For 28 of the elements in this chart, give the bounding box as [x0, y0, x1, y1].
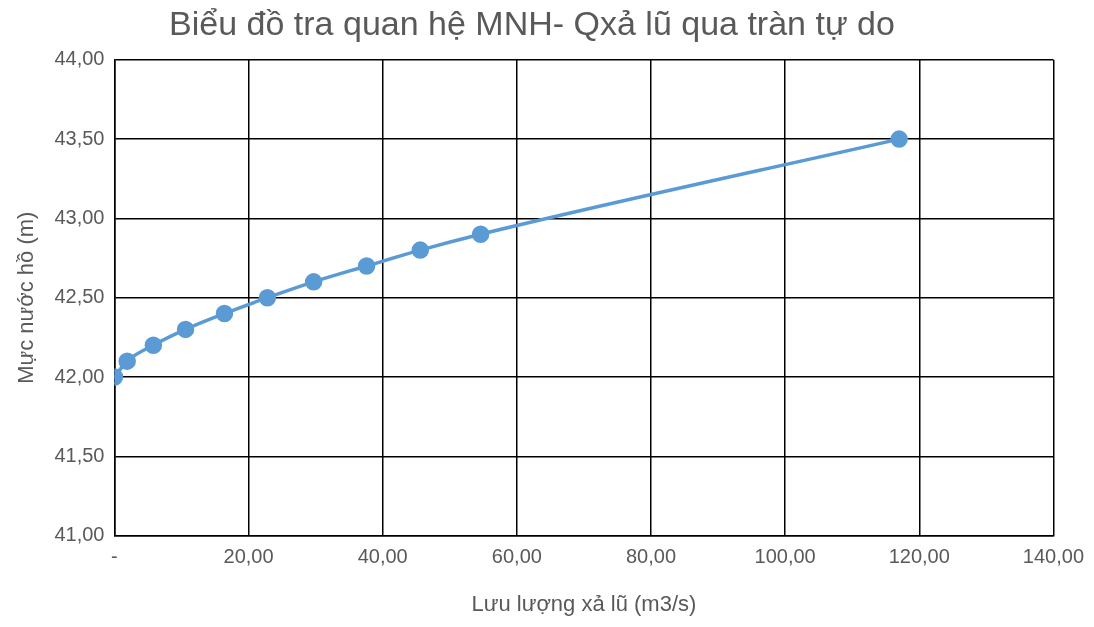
y-tick-label: 44,00 — [54, 47, 105, 70]
x-tick-label: 20,00 — [223, 545, 274, 568]
x-tick-label: 80,00 — [625, 545, 677, 568]
y-tick-label: 42,50 — [54, 285, 105, 308]
y-axis-title: Mực nước hồ (m) — [13, 211, 39, 384]
x-tick-label: 40,00 — [357, 545, 408, 568]
point — [411, 241, 430, 259]
y-tick-label: 41,50 — [54, 443, 105, 466]
point — [144, 336, 163, 355]
point — [118, 352, 136, 370]
x-tick-label: - — [111, 545, 118, 568]
x-tick-label: 60,00 — [491, 545, 542, 568]
point — [471, 225, 490, 244]
y-tick-label: 43,00 — [54, 205, 105, 228]
x-tick-label: 140,00 — [1022, 545, 1084, 568]
point — [176, 320, 195, 339]
y-tick-label: 41,00 — [54, 523, 105, 546]
x-tick-label: 120,00 — [888, 545, 950, 568]
point — [304, 273, 323, 291]
y-tick-label: 43,50 — [54, 126, 105, 149]
point — [215, 304, 234, 323]
chart-title: Biểu đồ tra quan hệ MNH- Qxả lũ qua tràn tự do — [169, 3, 895, 42]
point — [890, 130, 908, 148]
x-tick-label: 100,00 — [754, 545, 816, 568]
point — [357, 257, 376, 275]
point — [258, 288, 277, 307]
x-axis-title: Lưu lượng xả lũ (m3/s) — [471, 590, 697, 616]
y-tick-label: 42,00 — [54, 364, 105, 387]
